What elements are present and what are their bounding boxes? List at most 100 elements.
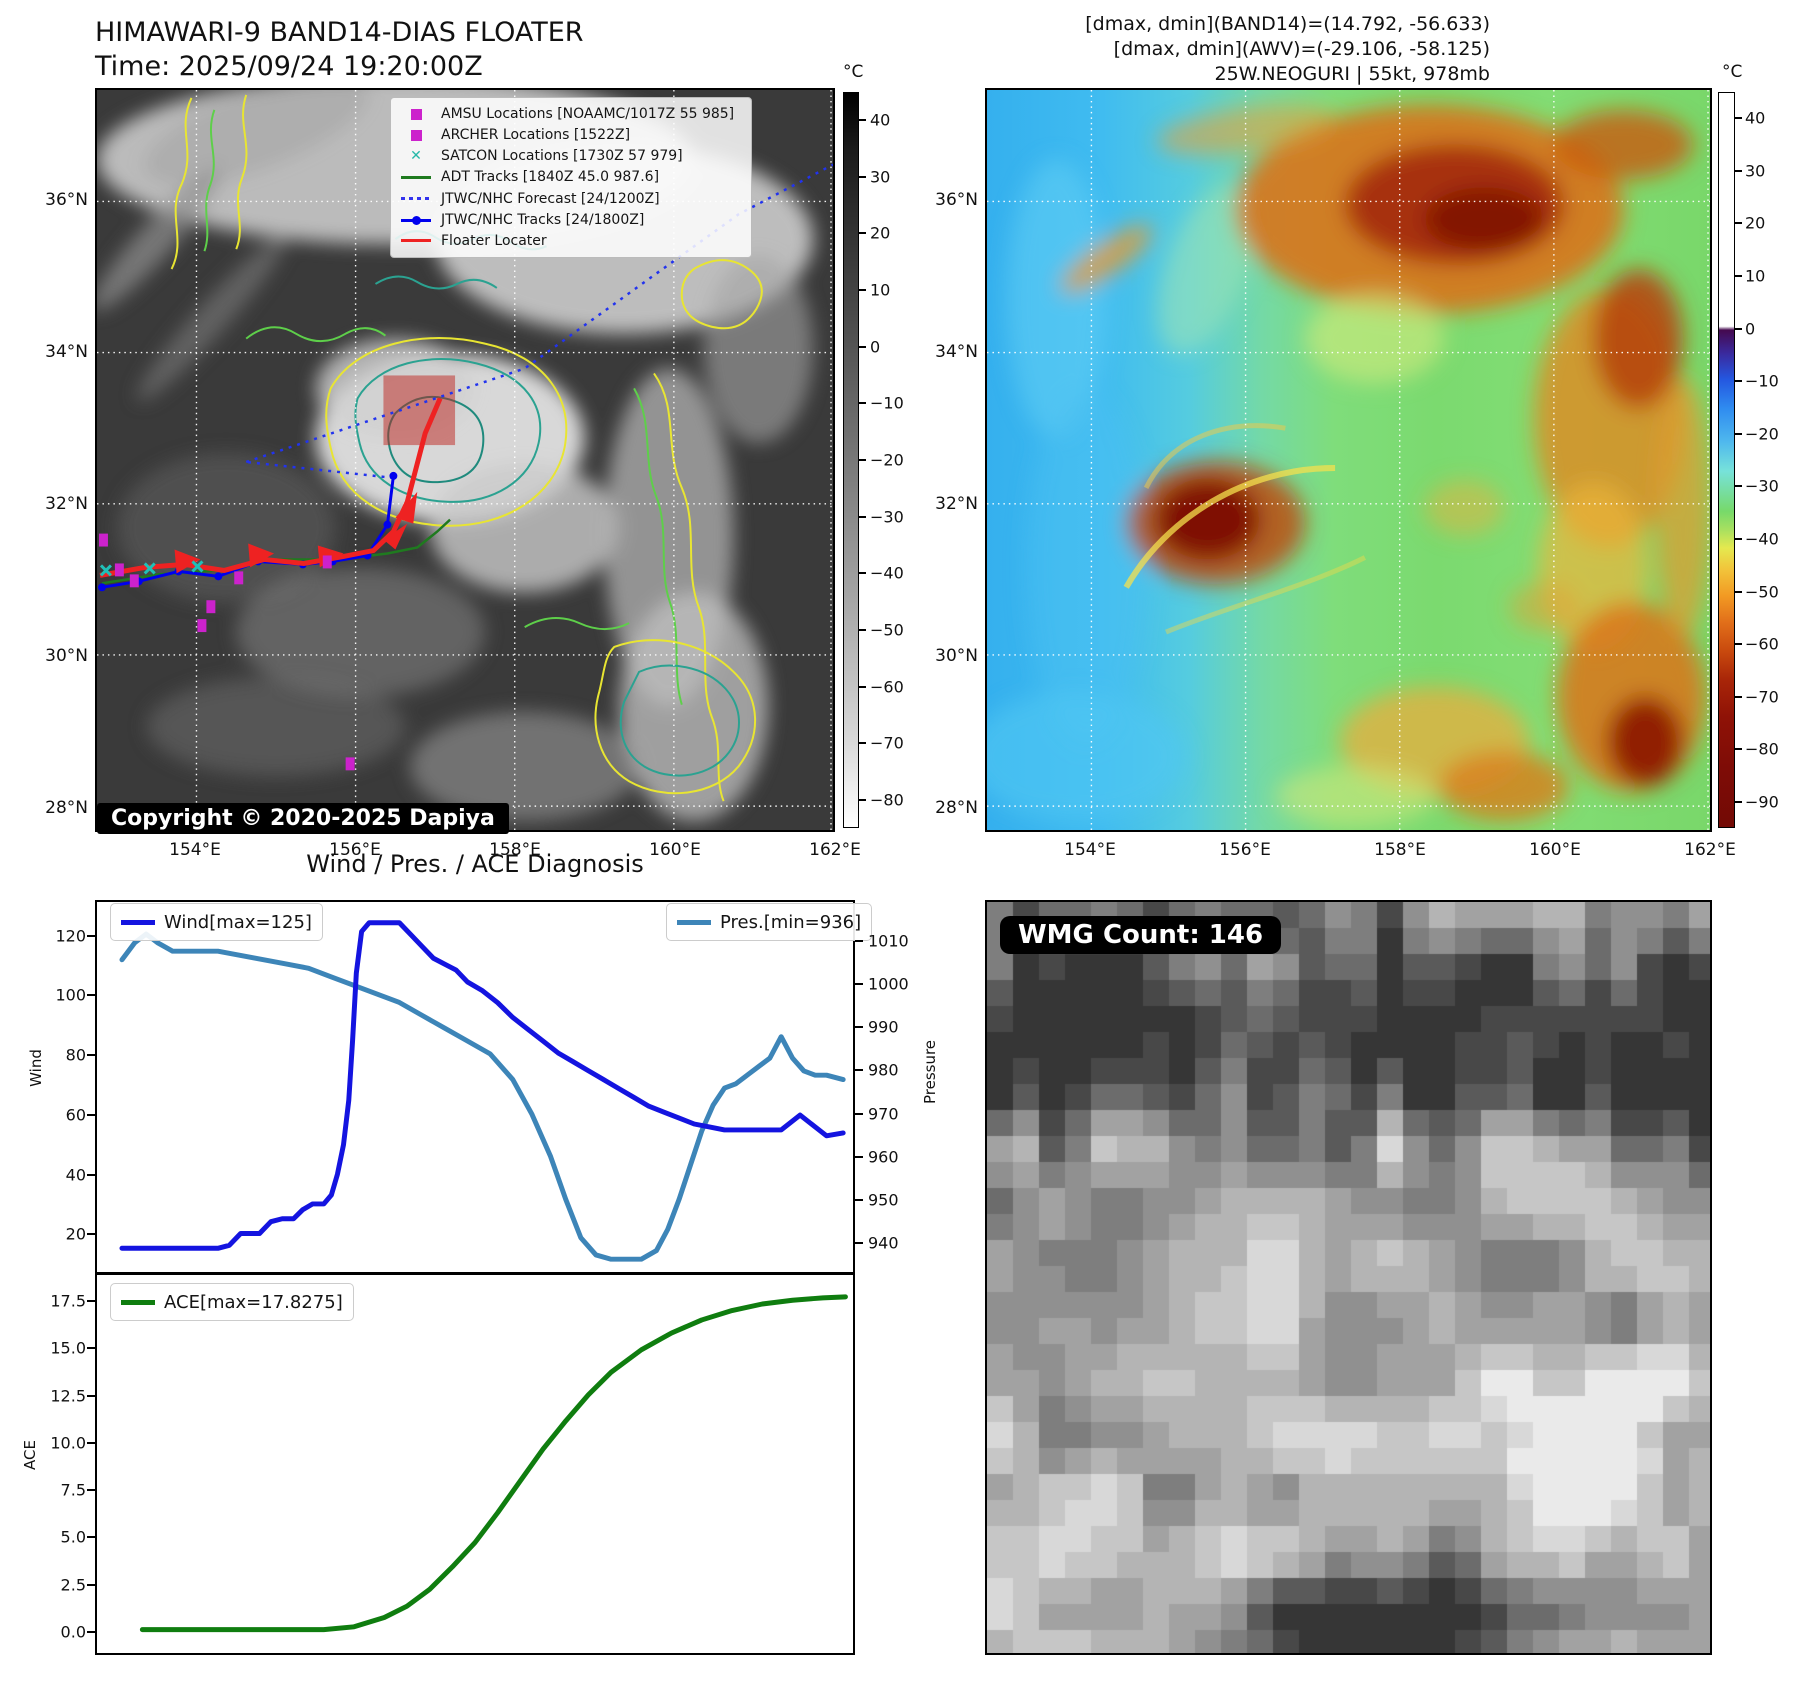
pressure-ytick: 950	[868, 1190, 899, 1210]
band14-cbar-tick: −30	[870, 507, 904, 527]
square-marker-icon	[399, 129, 433, 141]
eyewall-bands	[1123, 423, 1367, 635]
square-marker-icon	[399, 108, 433, 120]
storm-status: 25W.NEOGURI | 55kt, 978mb	[1214, 63, 1490, 85]
map-legend-label: JTWC/NHC Forecast [24/1200Z]	[441, 190, 660, 207]
dmax-dmin-awv: [dmax, dmin](AWV)=(-29.106, -58.125)	[1113, 38, 1490, 60]
cloud-contours	[170, 94, 763, 802]
tick-mark	[1735, 380, 1742, 382]
tick-mark	[855, 1069, 863, 1071]
ace-ytick: 17.5	[50, 1291, 86, 1311]
wind-pressure-plot	[119, 920, 846, 1262]
ace-ytick: 15.0	[50, 1338, 86, 1358]
line-marker-icon	[399, 239, 433, 243]
tick-mark	[859, 459, 866, 461]
pressure-ytick: 990	[868, 1017, 899, 1037]
ace-legend-label: ACE[max=17.8275]	[164, 1291, 343, 1313]
map-left-lat-tick: 28°N	[45, 798, 88, 818]
map-right-lat-tick: 34°N	[935, 342, 978, 362]
dotted-marker-icon	[399, 197, 433, 201]
wind-line-sample	[121, 919, 155, 925]
wmg-mosaic	[987, 902, 1710, 1653]
awv-colorbar-unit: °C	[1722, 62, 1743, 82]
tick-mark	[859, 402, 866, 404]
tick-mark	[87, 1233, 95, 1235]
tick-mark	[1735, 696, 1742, 698]
awv-cbar-tick: −80	[1745, 739, 1779, 759]
map-left-lat-tick: 36°N	[45, 190, 88, 210]
tick-mark	[1735, 433, 1742, 435]
map-legend-item-2: ✕ SATCON Locations [1730Z 57 979]	[399, 146, 741, 166]
wind-axis-label: Wind	[27, 1049, 45, 1087]
wind-ytick: 120	[55, 926, 86, 946]
map-legend-label: ADT Tracks [1840Z 45.0 987.6]	[441, 169, 660, 186]
pressure-ytick: 1010	[868, 931, 909, 951]
ace-ytick: 5.0	[60, 1527, 86, 1547]
map-left-lat-tick: 32°N	[45, 494, 88, 514]
tick-mark	[87, 1631, 95, 1633]
map-left-lon-tick: 158°E	[489, 840, 541, 860]
band14-cbar-tick: 20	[870, 223, 891, 243]
map-legend-label: Floater Locater	[441, 232, 547, 249]
pressure-axis-label: Pressure	[921, 1039, 939, 1105]
tick-mark	[859, 799, 866, 801]
pressure-ytick: 1000	[868, 974, 909, 994]
linedot-marker-icon	[399, 214, 433, 226]
tick-mark	[1735, 170, 1742, 172]
page-title: HIMAWARI-9 BAND14-DIAS FLOATER	[95, 17, 584, 48]
satcon-markers	[99, 560, 204, 577]
tick-mark	[855, 1113, 863, 1115]
map-legend-item-3: ADT Tracks [1840Z 45.0 987.6]	[399, 167, 741, 187]
dmax-dmin-band14: [dmax, dmin](BAND14)=(14.792, -56.633)	[1085, 13, 1490, 35]
wind-ytick: 40	[65, 1165, 86, 1185]
map-left-lon-tick: 154°E	[169, 840, 221, 860]
amsu-markers	[98, 533, 355, 771]
tick-mark	[859, 686, 866, 688]
tick-mark	[859, 119, 866, 121]
tick-mark	[855, 1242, 863, 1244]
awv-cbar-tick: 10	[1745, 266, 1766, 286]
tick-mark	[859, 742, 866, 744]
tick-mark	[87, 994, 95, 996]
pressure-ytick: 980	[868, 1060, 899, 1080]
tick-mark	[87, 1174, 95, 1176]
map-right-lon-tick: 154°E	[1064, 840, 1116, 860]
wind-ytick: 100	[55, 985, 86, 1005]
map-legend-label: AMSU Locations [NOAAMC/1017Z 55 985]	[441, 106, 735, 122]
band14-cbar-tick: −50	[870, 620, 904, 640]
wind-legend: Wind[max=125]	[110, 903, 323, 941]
tick-mark	[1735, 328, 1742, 330]
band14-cbar-tick: 40	[870, 110, 891, 130]
map-right-lon-tick: 158°E	[1374, 840, 1426, 860]
band14-cbar-tick: 30	[870, 167, 891, 187]
tick-mark	[855, 983, 863, 985]
map-right-lat-tick: 32°N	[935, 494, 978, 514]
tick-mark	[855, 1199, 863, 1201]
band14-cbar-tick: −60	[870, 677, 904, 697]
tick-mark	[1735, 222, 1742, 224]
tick-mark	[855, 1026, 863, 1028]
map-legend-item-0: AMSU Locations [NOAAMC/1017Z 55 985]	[399, 104, 741, 124]
tick-mark	[87, 1054, 95, 1056]
tick-mark	[855, 1156, 863, 1158]
tick-mark	[87, 1300, 95, 1302]
awv-cbar-tick: 0	[1745, 319, 1756, 339]
band14-cbar-tick: −40	[870, 563, 904, 583]
pressure-ytick: 970	[868, 1104, 899, 1124]
wind-ytick: 80	[65, 1045, 86, 1065]
tick-mark	[87, 1489, 95, 1491]
awv-cbar-tick: 40	[1745, 108, 1766, 128]
map-legend: AMSU Locations [NOAAMC/1017Z 55 985] ARCH…	[390, 97, 752, 258]
pres-legend: Pres.[min=936]	[666, 903, 873, 941]
map-gridlines	[987, 90, 1710, 830]
tick-mark	[87, 935, 95, 937]
timestamp: Time: 2025/09/24 19:20:00Z	[95, 51, 483, 82]
map-left-lon-tick: 160°E	[649, 840, 701, 860]
tick-mark	[87, 1114, 95, 1116]
pres-legend-label: Pres.[min=936]	[720, 911, 862, 933]
awv-cbar-tick: −60	[1745, 634, 1779, 654]
ace-line-sample	[121, 1299, 155, 1305]
tick-mark	[859, 629, 866, 631]
map-left-lat-tick: 30°N	[45, 646, 88, 666]
tick-mark	[859, 346, 866, 348]
